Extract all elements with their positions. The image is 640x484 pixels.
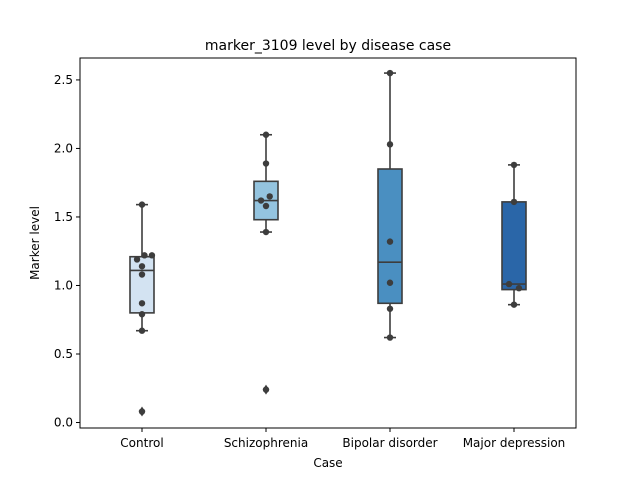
data-point (386, 69, 394, 77)
data-point (133, 256, 141, 263)
plot-area (129, 69, 527, 417)
data-point (138, 327, 146, 334)
data-point (510, 161, 518, 169)
axes-frame (79, 57, 577, 429)
data-point (148, 252, 156, 259)
y-tick-label: 2.0 (54, 141, 73, 155)
box-body (501, 201, 527, 291)
data-point (515, 285, 523, 292)
x-axis: Control Schizophrenia Bipolar disorder Majo… (120, 428, 565, 450)
y-axis: 0.0 0.5 1.0 1.5 2.0 2.5 (54, 73, 80, 430)
data-point (505, 280, 513, 288)
data-point (138, 263, 146, 270)
data-point (386, 279, 394, 286)
data-point (141, 252, 148, 259)
data-point (262, 386, 270, 393)
x-tick-label: Control (120, 436, 163, 450)
data-point (510, 301, 518, 308)
data-point (262, 160, 270, 167)
data-point (138, 408, 146, 415)
data-point (138, 311, 146, 318)
chart-title: marker_3109 level by disease case (205, 38, 451, 54)
data-point (386, 238, 394, 245)
y-tick-label: 0.0 (54, 416, 73, 430)
x-tick-label: Bipolar disorder (342, 436, 437, 450)
x-axis-label: Case (313, 456, 342, 470)
y-tick-label: 1.0 (54, 278, 73, 292)
data-point (138, 201, 146, 208)
y-tick-label: 1.5 (54, 210, 73, 224)
x-tick-label: Schizophrenia (224, 436, 308, 450)
data-point (262, 228, 270, 236)
data-point (386, 334, 394, 341)
y-tick-label: 0.5 (54, 347, 73, 361)
x-tick-label: Major depression (463, 436, 566, 450)
data-point (386, 141, 394, 148)
data-point (138, 271, 146, 278)
data-point (262, 131, 270, 138)
data-point (386, 305, 394, 312)
box-group (253, 133, 279, 395)
data-point (138, 300, 146, 307)
data-point (262, 202, 270, 210)
y-axis-label: Marker level (28, 206, 42, 280)
data-point (510, 198, 518, 206)
data-point (257, 197, 265, 204)
data-point (266, 193, 273, 200)
y-tick-label: 2.5 (54, 73, 73, 87)
